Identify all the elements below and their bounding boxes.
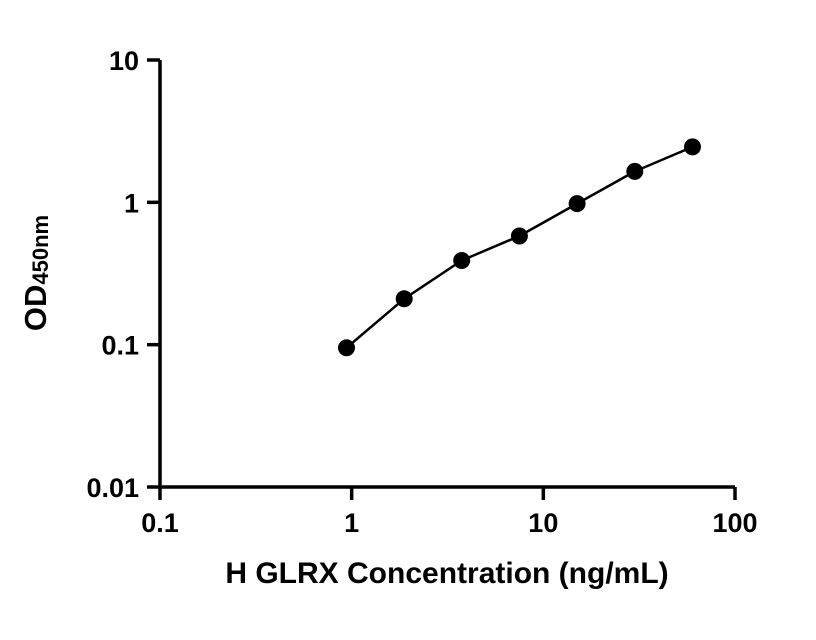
data-point	[338, 339, 355, 357]
x-axis-title: H GLRX Concentration (ng/mL)	[225, 557, 668, 590]
data-point	[684, 138, 701, 156]
y-tick-label: 0.1	[101, 331, 139, 361]
data-point	[453, 252, 471, 269]
data-point	[626, 162, 644, 180]
x-tick-label: 0.1	[141, 508, 179, 538]
y-axis-title: OD450nm	[18, 215, 53, 331]
data-point	[510, 227, 528, 245]
x-tick-label: 1	[344, 508, 359, 538]
x-tick-label: 10	[528, 508, 558, 538]
data-point	[395, 290, 413, 308]
y-tick-label: 0.01	[86, 473, 139, 503]
y-axis-title-main: OD	[18, 285, 53, 332]
y-axis-title-sub: 450nm	[28, 215, 53, 285]
y-tick-label: 1	[124, 188, 139, 218]
data-point	[568, 195, 586, 213]
x-tick-label: 100	[712, 508, 757, 538]
y-tick-label: 10	[109, 46, 139, 76]
